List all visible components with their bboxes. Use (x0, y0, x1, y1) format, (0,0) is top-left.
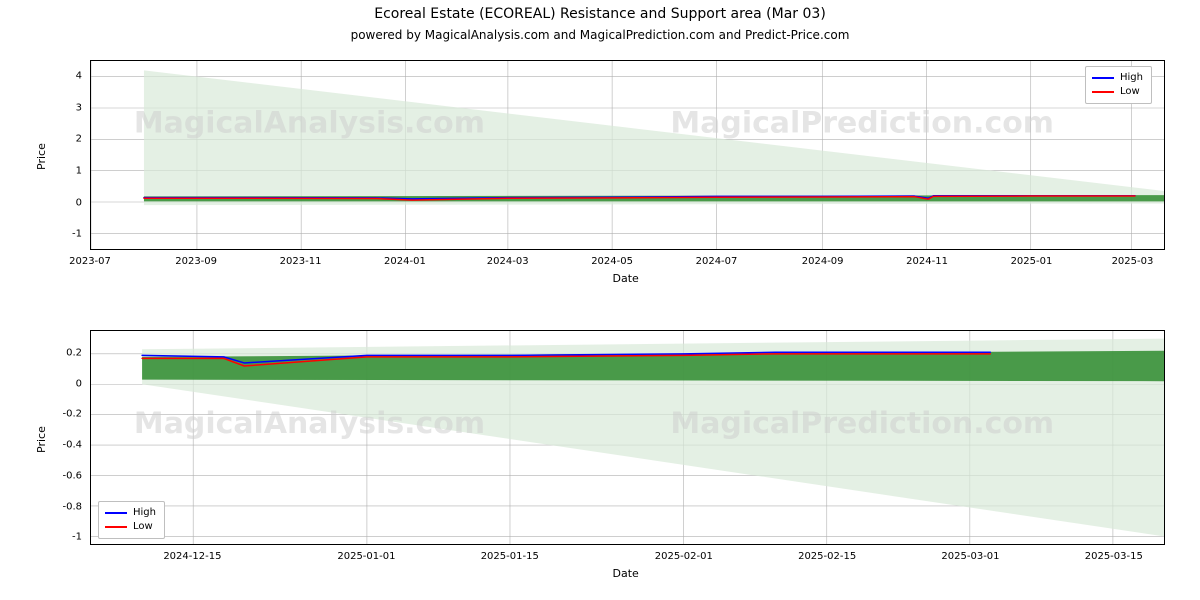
legend-item: Low (1092, 85, 1143, 99)
y-tick-label: -0.2 (42, 409, 82, 420)
x-tick-label: 2025-01-01 (337, 551, 395, 562)
x-tick-label: 2024-12-15 (163, 551, 221, 562)
x-tick-label: 2024-11 (906, 256, 948, 267)
top-plot-svg: MagicalAnalysis.com MagicalPrediction.com (91, 61, 1164, 249)
top-legend: HighLow (1085, 66, 1152, 104)
svg-text:MagicalAnalysis.com: MagicalAnalysis.com (134, 106, 485, 141)
top-plot-area: MagicalAnalysis.com MagicalPrediction.com (91, 61, 1164, 249)
legend-label: Low (1120, 85, 1140, 99)
figure: Ecoreal Estate (ECOREAL) Resistance and … (0, 0, 1200, 600)
top-subplot: MagicalAnalysis.com MagicalPrediction.com (90, 60, 1165, 250)
x-tick-label: 2024-09 (802, 256, 844, 267)
y-tick-label: 1 (42, 165, 82, 176)
x-tick-label: 2025-01 (1011, 256, 1053, 267)
bottom-x-axis-label: Date (613, 567, 639, 580)
bottom-plot-svg: MagicalAnalysis.com MagicalPrediction.com (91, 331, 1164, 544)
svg-text:MagicalAnalysis.com: MagicalAnalysis.com (134, 406, 485, 441)
legend-swatch (105, 512, 127, 514)
legend-label: High (1120, 71, 1143, 85)
y-tick-label: 2 (42, 134, 82, 145)
legend-swatch (105, 526, 127, 528)
bottom-plot-area: MagicalAnalysis.com MagicalPrediction.com (91, 331, 1164, 544)
x-tick-label: 2025-03 (1112, 256, 1154, 267)
chart-title: Ecoreal Estate (ECOREAL) Resistance and … (0, 6, 1200, 22)
legend-item: High (1092, 71, 1143, 85)
bottom-legend: HighLow (98, 501, 165, 539)
svg-text:MagicalPrediction.com: MagicalPrediction.com (670, 406, 1054, 441)
x-tick-label: 2025-03-15 (1085, 551, 1143, 562)
svg-text:MagicalPrediction.com: MagicalPrediction.com (670, 106, 1054, 141)
legend-swatch (1092, 77, 1114, 79)
y-tick-label: 3 (42, 102, 82, 113)
legend-label: Low (133, 520, 153, 534)
x-tick-label: 2025-02-01 (655, 551, 713, 562)
bottom-subplot: MagicalAnalysis.com MagicalPrediction.com (90, 330, 1165, 545)
y-tick-label: -0.4 (42, 440, 82, 451)
x-tick-label: 2025-03-01 (941, 551, 999, 562)
y-tick-label: -0.8 (42, 501, 82, 512)
y-tick-label: -1 (42, 532, 82, 543)
x-tick-label: 2024-01 (384, 256, 426, 267)
x-tick-label: 2023-09 (175, 256, 217, 267)
chart-subtitle: powered by MagicalAnalysis.com and Magic… (0, 28, 1200, 42)
x-tick-label: 2023-07 (69, 256, 111, 267)
legend-item: Low (105, 520, 156, 534)
y-tick-label: 0.2 (42, 348, 82, 359)
x-tick-label: 2023-11 (280, 256, 322, 267)
y-tick-label: 4 (42, 70, 82, 81)
y-tick-label: -0.6 (42, 470, 82, 481)
legend-item: High (105, 506, 156, 520)
x-tick-label: 2024-03 (487, 256, 529, 267)
x-tick-label: 2024-07 (696, 256, 738, 267)
top-x-axis-label: Date (613, 272, 639, 285)
legend-label: High (133, 506, 156, 520)
legend-swatch (1092, 91, 1114, 93)
y-tick-label: 0 (42, 378, 82, 389)
x-tick-label: 2024-05 (591, 256, 633, 267)
y-tick-label: -1 (42, 229, 82, 240)
x-tick-label: 2025-02-15 (798, 551, 856, 562)
x-tick-label: 2025-01-15 (481, 551, 539, 562)
y-tick-label: 0 (42, 197, 82, 208)
